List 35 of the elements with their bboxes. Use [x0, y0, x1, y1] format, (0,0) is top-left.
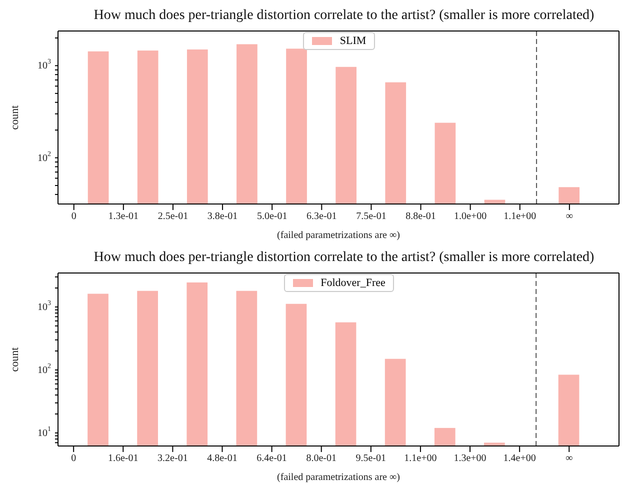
x-tick-label: 6.4e-01 [256, 453, 287, 464]
legend-label: Foldover_Free [320, 277, 386, 289]
y-axis-title: count [8, 105, 21, 130]
legend-label: SLIM [338, 35, 366, 47]
x-tick-label: 1.0e+00 [454, 211, 487, 222]
x-tick-label: 9.5e-01 [356, 453, 386, 464]
x-tick-label: 5.0e-01 [256, 211, 288, 222]
x-tick-label: 7.5e-01 [356, 211, 386, 222]
x-axis-title: (failed parametrizations are ∞) [277, 230, 400, 241]
x-tick-label: 1.3e-01 [108, 211, 139, 222]
x-tick-label: 8.0e-01 [306, 453, 336, 464]
x-tick-label: 1.1e+00 [404, 453, 437, 464]
y-axis-title: count [8, 347, 21, 372]
y-tick-label: 10$^{2}$ [38, 362, 52, 376]
x-axis-title: (failed parametrizations are ∞) [277, 472, 400, 483]
y-tick-label: 10$^{3}$ [38, 58, 52, 72]
y-tick-label: 10$^{1}$ [38, 424, 52, 438]
x-tick-label: 2.5e-01 [158, 211, 188, 222]
y-tick-label: 10$^{2}$ [38, 150, 52, 164]
x-tick-label: 3.8e-01 [207, 211, 238, 222]
chart-title: How much does per-triangle distortion correlate to the artist? (smaller is more correlated) [92, 250, 596, 267]
x-tick-label: 1.1e+00 [504, 211, 536, 222]
chart-title: How much does per-triangle distortion correlate to the artist? (smaller is more correlated) [92, 8, 596, 25]
x-tick-label: 1.6e-01 [108, 453, 138, 464]
y-tick-label: 10$^{3}$ [38, 298, 52, 312]
x-tick-label: 0 [71, 453, 76, 464]
x-tick-label: 8.8e-01 [406, 211, 436, 222]
x-tick-label: 0 [71, 211, 76, 222]
x-tick-label: 4.8e-01 [207, 453, 238, 464]
x-tick-label: ∞ [566, 211, 574, 222]
x-tick-label: 1.4e+00 [503, 453, 536, 464]
x-tick-label: ∞ [566, 453, 573, 464]
x-tick-label: 1.3e+00 [454, 453, 486, 464]
x-tick-label: 3.2e-01 [158, 453, 188, 464]
x-tick-label: 6.3e-01 [306, 211, 337, 222]
